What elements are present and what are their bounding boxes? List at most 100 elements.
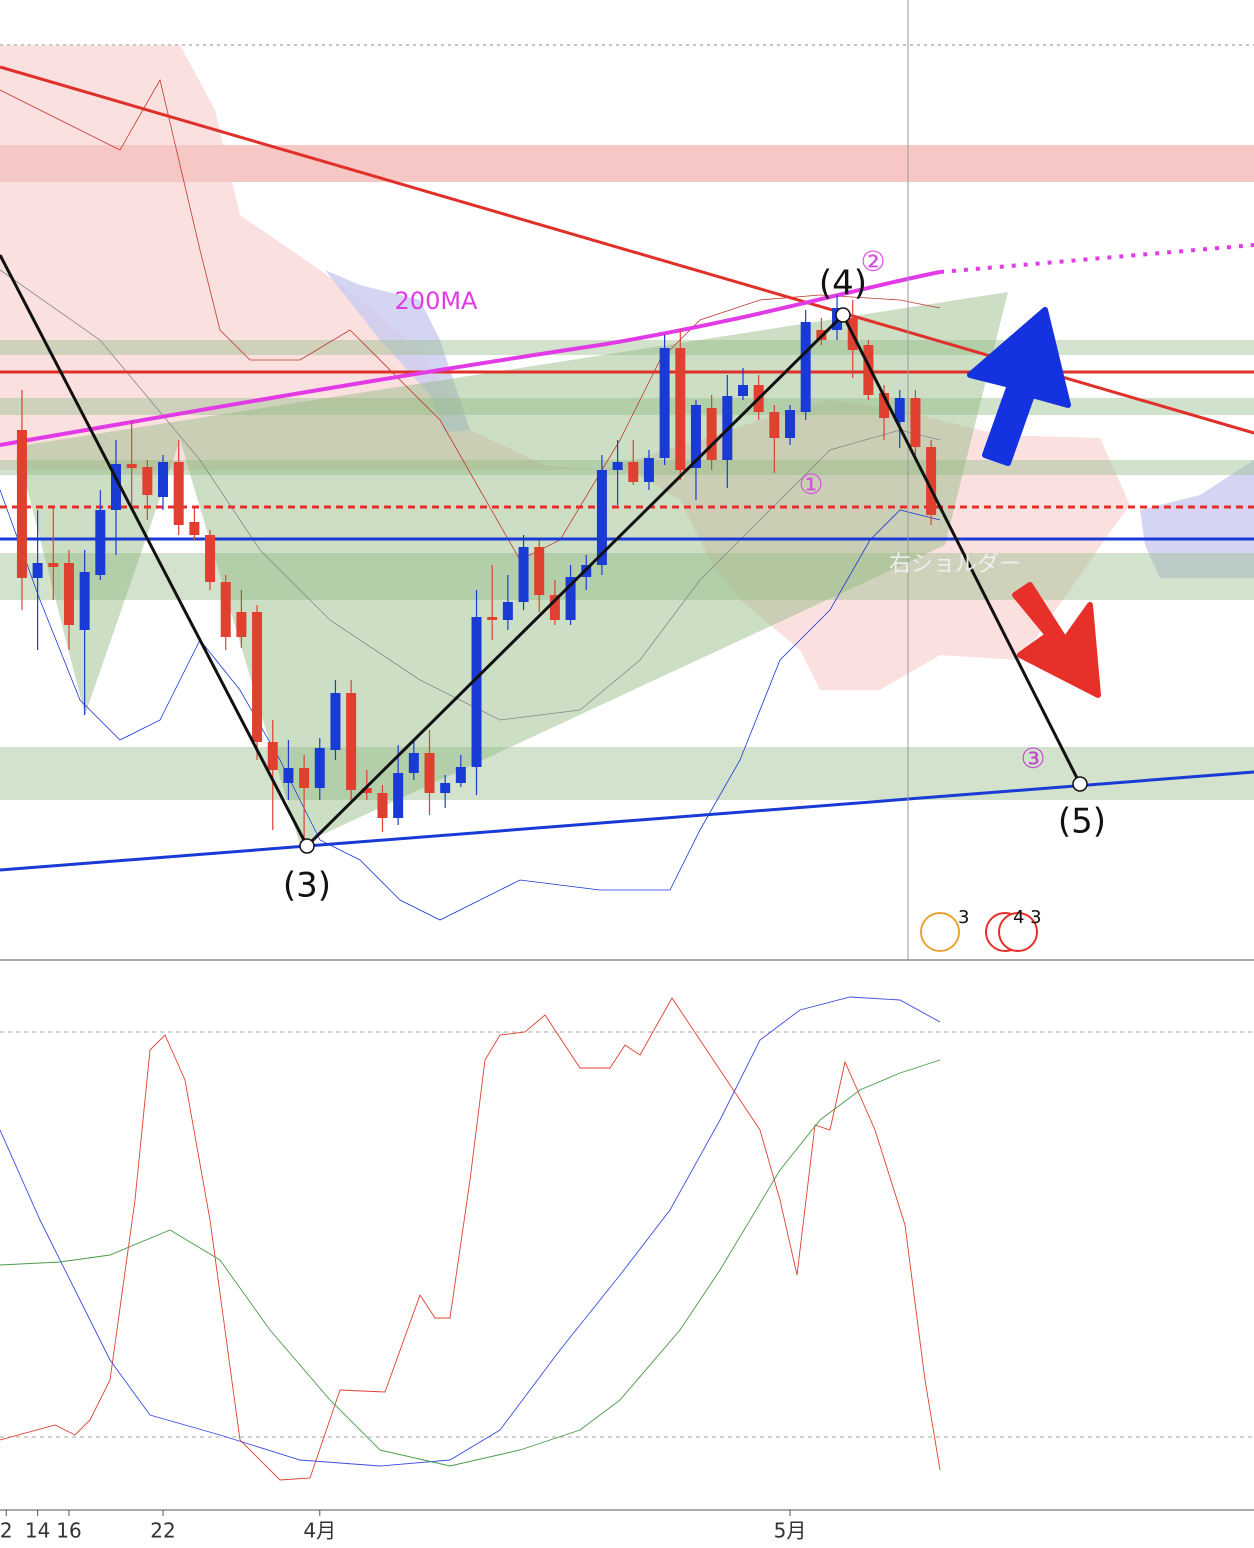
event-count: 4 3 (1013, 907, 1042, 928)
candle-body (643, 458, 654, 482)
zone (0, 747, 1254, 800)
candle-body (863, 345, 874, 395)
candle-body (377, 793, 388, 818)
candle-body (361, 788, 372, 793)
ma-200-projection (939, 243, 1254, 274)
zone (0, 340, 1254, 355)
candle-body (785, 410, 796, 438)
candle-body (330, 693, 341, 750)
candle-body (48, 563, 59, 567)
bollinger-upper (0, 78, 941, 561)
candle-body (549, 595, 560, 620)
candle-body (675, 348, 686, 470)
candle-body (63, 563, 74, 625)
bollinger-middle (0, 269, 941, 721)
mark-label: ② (860, 245, 885, 278)
candle-body (283, 768, 294, 783)
candle-body (502, 602, 513, 620)
candle-body (471, 617, 482, 767)
mark-label: ③ (1020, 742, 1045, 775)
candle-body (894, 398, 905, 422)
x-tick-label: 5月 (774, 1519, 807, 1543)
candle-body (706, 408, 717, 460)
candle-body (565, 577, 576, 620)
candle-body (173, 462, 184, 525)
candle-body (800, 322, 811, 412)
candle-body (252, 612, 263, 742)
candle-body (879, 393, 890, 418)
ichimoku-cloud-blue (325, 270, 470, 432)
candle-body (205, 535, 216, 582)
x-tick-label: 4月 (303, 1519, 336, 1543)
candle-body (424, 753, 435, 793)
candle-body (236, 612, 247, 637)
candle-body (910, 398, 921, 447)
osc-slow (0, 1059, 941, 1467)
up-arrow (967, 307, 1071, 466)
candle-body (926, 447, 937, 515)
event-badge[interactable] (920, 912, 960, 952)
wave-point (1072, 776, 1088, 792)
candle-body (220, 582, 231, 637)
candle-body (534, 547, 545, 595)
candle-body (158, 462, 169, 497)
candle-body (612, 462, 623, 470)
candle-body (628, 462, 639, 482)
x-tick-label: 2 (0, 1519, 13, 1543)
candle-body (440, 783, 451, 793)
candle-body (95, 510, 106, 575)
annotation-texts: (4) (3) (5) ② ① ③ 200MA 右ショルダー 3 4 3 (283, 245, 1106, 928)
candle-body (487, 617, 498, 620)
oscillator-pane (0, 996, 1254, 1511)
wave-label: (4) (819, 264, 867, 304)
candle-body (769, 412, 780, 438)
candle-body (346, 693, 357, 790)
candle-body (16, 430, 27, 578)
wave-point (835, 307, 851, 323)
wave-label: (3) (283, 866, 331, 906)
candle-body (659, 348, 670, 458)
ma-200 (0, 270, 941, 447)
wave-label: (5) (1058, 802, 1106, 842)
candle-body (189, 522, 200, 535)
candle-body (299, 768, 310, 788)
candle-body (142, 467, 153, 495)
wave-point (299, 838, 315, 854)
osc-d (0, 996, 941, 1467)
candle-body (455, 767, 466, 783)
wave-lines (0, 254, 1082, 849)
candle-body (126, 464, 137, 468)
event-count: 3 (958, 907, 969, 928)
candle-body (518, 547, 529, 602)
osc-k (0, 997, 941, 1481)
zone (0, 398, 1254, 415)
x-tick-label: 22 (150, 1519, 175, 1543)
down-arrow (1012, 582, 1101, 698)
event-badge[interactable] (998, 912, 1038, 952)
bollinger-lower (0, 489, 941, 921)
candle-body (596, 470, 607, 565)
candle-body (267, 742, 278, 770)
mark-label: ① (798, 468, 823, 501)
ma-label: 200MA (395, 287, 479, 315)
ichimoku-cloud (0, 45, 1130, 690)
candle-body (737, 385, 748, 396)
triangle-pattern (25, 292, 1008, 845)
zone (0, 460, 1254, 475)
pattern-label: 右ショルダー (889, 552, 1021, 577)
candle-body (408, 753, 419, 773)
overlay-drawings (0, 254, 1254, 961)
candle-body (690, 405, 701, 468)
candle-body (32, 563, 43, 578)
candle-body (79, 572, 90, 630)
trendline-up (0, 770, 1254, 872)
candle-body (314, 748, 325, 788)
x-tick-label: 14 (25, 1519, 50, 1543)
x-tick-label: 16 (56, 1519, 81, 1543)
candle-body (110, 464, 121, 510)
candle-body (393, 773, 404, 818)
ichimoku-cloud-blue (1140, 460, 1254, 578)
